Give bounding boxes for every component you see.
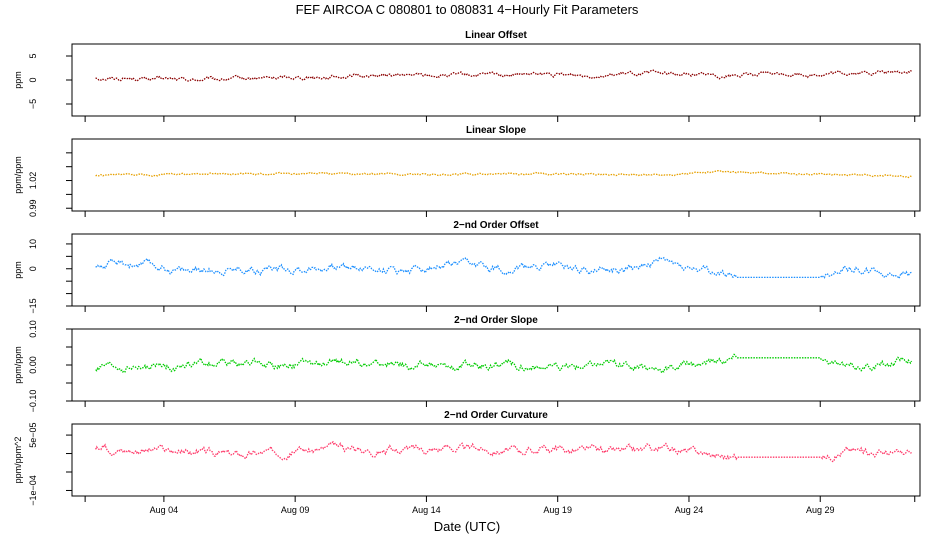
panel-title: Linear Slope	[466, 125, 526, 136]
panel-frame	[71, 138, 921, 212]
y-tick-label: −0.10	[28, 390, 38, 413]
y-tick-label: 0	[28, 266, 38, 271]
y-axis-label: ppm/ppm	[13, 156, 23, 194]
y-tick-label: 0.99	[28, 199, 38, 217]
x-tick-label: Aug 24	[675, 505, 704, 515]
x-tick-label: Aug 29	[806, 505, 835, 515]
panel-frame	[71, 233, 921, 307]
panel-frame	[71, 328, 921, 402]
panel-frame	[71, 423, 921, 497]
panels-group: Linear Offset ppm −5 0 5 Linear Slope ppm/ppm 0…	[13, 30, 921, 515]
figure-title: FEF AIRCOA C 080801 to 080831 4−Hourly F…	[296, 2, 639, 17]
y-tick-label: −15	[28, 298, 38, 313]
x-tick-label: Aug 09	[281, 505, 310, 515]
data-series	[95, 170, 912, 179]
panel-frame	[71, 43, 921, 117]
y-tick-label: 0.00	[28, 356, 38, 374]
x-tick-label: Aug 19	[543, 505, 572, 515]
y-tick-label: 5e−05	[28, 422, 38, 447]
y-tick-label: −5	[28, 99, 38, 109]
data-series	[95, 353, 913, 374]
panel-title: 2−nd Order Curvature	[444, 410, 548, 421]
y-axis-label: ppm	[13, 71, 23, 89]
y-axis-label: ppm/ppm^2	[13, 437, 23, 484]
panel-title: 2−nd Order Slope	[454, 315, 538, 326]
y-axis-label: ppm	[13, 261, 23, 279]
y-axis-label: ppm/ppm	[13, 346, 23, 384]
y-tick-label: 0.10	[28, 320, 38, 338]
y-tick-label: 10	[28, 239, 38, 249]
panel-title: 2−nd Order Offset	[453, 220, 539, 231]
data-series	[95, 440, 912, 463]
x-axis-label: Date (UTC)	[434, 519, 500, 534]
y-tick-label: 0	[28, 77, 38, 82]
panel-title: Linear Offset	[465, 30, 527, 41]
data-series	[95, 256, 912, 280]
y-tick-label: 5	[28, 53, 38, 58]
y-tick-label: −1e−04	[28, 475, 38, 506]
x-tick-label: Aug 04	[150, 505, 179, 515]
data-series	[95, 69, 912, 82]
y-tick-label: 1.02	[28, 172, 38, 190]
x-tick-label: Aug 14	[412, 505, 441, 515]
